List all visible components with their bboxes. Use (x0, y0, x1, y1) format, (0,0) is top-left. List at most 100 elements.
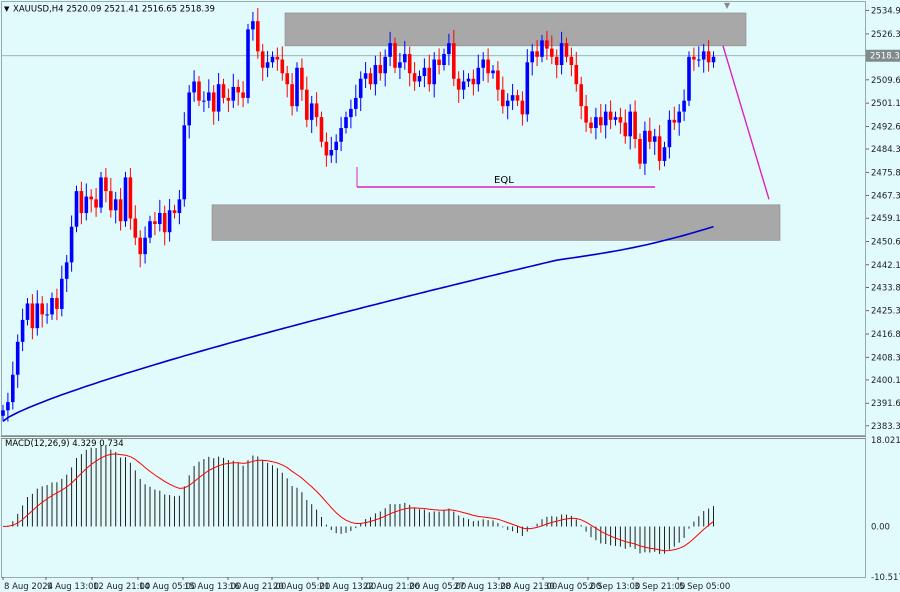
candle-body (491, 70, 495, 74)
candle-body (256, 21, 260, 52)
candle-body (407, 54, 412, 74)
candle (383, 49, 387, 87)
candle-body (319, 117, 324, 142)
candle-body (628, 111, 632, 137)
candle (358, 71, 363, 112)
candle (706, 40, 711, 72)
macd-signal-line (2, 453, 714, 552)
candle-body (363, 73, 368, 79)
candle-body (270, 56, 275, 63)
candle-body (187, 92, 191, 126)
candle (628, 104, 632, 150)
candle (226, 88, 231, 112)
candle-body (35, 303, 40, 329)
candle-body (559, 43, 564, 66)
candle-body (368, 73, 373, 85)
price-tick-label: 2383.35 (871, 422, 900, 432)
candle (564, 37, 569, 63)
candle (99, 171, 103, 214)
candle-body (275, 56, 280, 60)
candle (35, 290, 40, 336)
candle (305, 76, 309, 128)
candle (329, 136, 334, 163)
candle (123, 171, 128, 227)
candle (662, 141, 667, 167)
candle-body (162, 213, 167, 233)
candle-body (697, 59, 701, 61)
candle-body (358, 78, 363, 98)
candle-body (378, 65, 383, 74)
price-tick-label: 2475.85 (871, 168, 900, 178)
candle-body (554, 56, 559, 66)
price-tick-label: 2433.85 (871, 283, 900, 293)
candle-body (79, 191, 84, 214)
candle-body (192, 81, 196, 93)
candle-body (265, 62, 270, 68)
candle (398, 52, 402, 80)
time-tick-label: 22 Aug 21:00 (363, 582, 420, 592)
candle (55, 288, 59, 321)
candle-body (167, 210, 172, 233)
candle (349, 99, 353, 129)
candle (236, 79, 240, 106)
candle-body (682, 100, 686, 112)
candle-body (202, 100, 206, 102)
candle (520, 91, 525, 126)
candle-body (15, 341, 20, 375)
candle (652, 128, 657, 155)
candle (84, 183, 89, 221)
candle (559, 31, 564, 75)
candle-body (25, 303, 30, 320)
candle (584, 94, 588, 132)
candle-body (535, 51, 539, 57)
candle-body (412, 73, 417, 82)
candle-body (118, 199, 123, 222)
candle (207, 79, 211, 109)
candle-body (305, 89, 309, 120)
candle (481, 52, 485, 81)
candle (501, 76, 505, 114)
candle-body (383, 56, 387, 74)
candle (270, 51, 275, 68)
candle-body (471, 78, 476, 85)
candle (192, 70, 196, 102)
candle (285, 65, 289, 98)
candle (368, 67, 373, 90)
candle (138, 230, 142, 268)
candle (599, 103, 603, 133)
candles-layer (1, 8, 716, 422)
candle-body (677, 111, 681, 123)
candle-body (207, 92, 211, 101)
candle (530, 43, 534, 76)
candle (687, 51, 691, 107)
candle-body (30, 303, 35, 329)
candle (251, 11, 255, 41)
candle-body (403, 54, 407, 63)
shift-marker-icon[interactable]: ▼ (724, 1, 731, 10)
candle-body (505, 100, 510, 107)
candle (280, 46, 285, 81)
candle-body (388, 43, 392, 57)
price-tick-label: 2501.10 (871, 99, 900, 109)
eql-label: EQL (494, 175, 514, 186)
candle-body (300, 67, 304, 90)
candle-body (182, 125, 187, 200)
price-tick-label: 2400.10 (871, 376, 900, 386)
candle-body (486, 59, 490, 74)
price-tick-label: 2416.85 (871, 330, 900, 340)
candle (496, 61, 500, 101)
time-tick-label: 15 Aug 13:00 (184, 582, 241, 592)
candle-body (329, 149, 334, 156)
demand-zone (211, 204, 781, 241)
candle-body (398, 62, 402, 68)
candle (324, 132, 329, 167)
candle (309, 95, 314, 133)
candle (594, 107, 598, 140)
candle (74, 185, 79, 233)
candle-body (349, 108, 353, 118)
candle-body (334, 141, 338, 150)
candle (148, 215, 152, 244)
candle-body (525, 62, 530, 115)
window-collapse-icon[interactable]: ▼ (4, 5, 10, 13)
